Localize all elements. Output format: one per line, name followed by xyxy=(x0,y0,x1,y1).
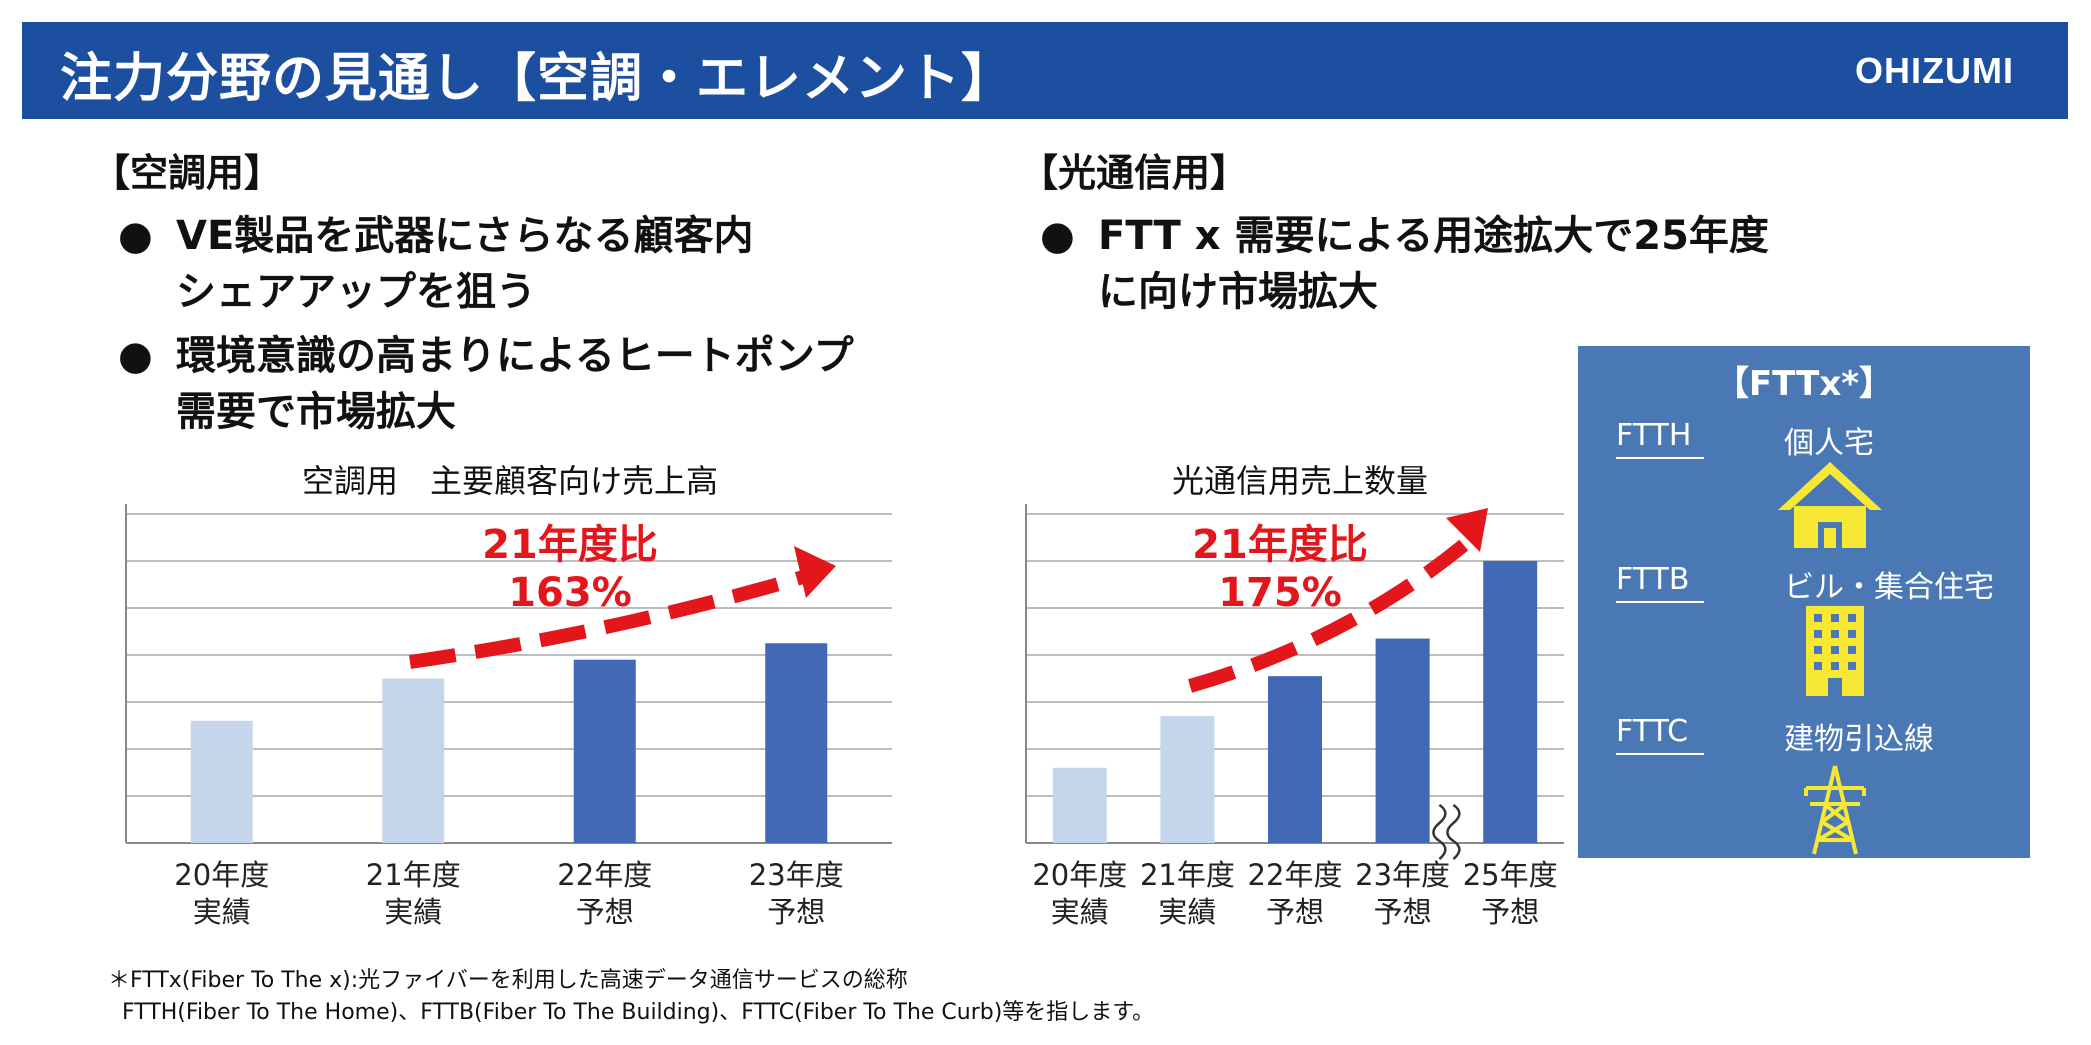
fttx-code-fttb: FTTB xyxy=(1616,562,1704,603)
fttx-panel: 【FTTx*】 FTTH 個人宅 FTTB ビル・集合住宅 FTTC 建物引込線 xyxy=(1578,346,2030,858)
bar xyxy=(1052,767,1107,843)
page-title: 注力分野の見通し【空調・エレメント】 xyxy=(60,49,1015,109)
x-tick-label: 実績 xyxy=(1158,895,1216,929)
x-tick-label: 20年度 xyxy=(174,858,269,892)
x-tick-label: 実績 xyxy=(1051,895,1109,929)
fttx-code-fttc: FTTC xyxy=(1616,714,1704,755)
house-icon xyxy=(1778,462,1882,548)
bullet-line: シェアアップを狙う xyxy=(176,269,536,315)
x-tick-label: 予想 xyxy=(767,895,825,929)
chart1-title: 空調用 主要顧客向け売上高 xyxy=(301,462,718,500)
x-tick-label: 21年度 xyxy=(366,858,461,892)
axis-break-mark xyxy=(1432,803,1461,860)
fttx-desc-fttb: ビル・集合住宅 xyxy=(1784,570,1994,605)
annotation-label: 21年度比 xyxy=(482,522,658,568)
x-tick-label: 21年度 xyxy=(1140,858,1235,892)
bullet-marker: ● xyxy=(118,333,153,379)
x-tick-label: 予想 xyxy=(1266,895,1324,929)
trend-arrow-head xyxy=(794,546,836,598)
bar xyxy=(1375,638,1430,843)
fttx-desc-ftth: 個人宅 xyxy=(1784,426,1874,461)
building-icon xyxy=(1806,606,1864,696)
bar xyxy=(765,643,828,843)
bar xyxy=(1160,716,1215,843)
trend-arrow xyxy=(409,565,823,669)
bullet-line: に向け市場拡大 xyxy=(1098,269,1378,315)
bullet-line: 需要で市場拡大 xyxy=(176,389,456,435)
left-section-heading: 【空調用】 xyxy=(92,151,283,195)
bar xyxy=(1483,561,1538,843)
right-section-heading: 【光通信用】 xyxy=(1020,151,1249,195)
bullet-marker: ● xyxy=(118,213,153,259)
bar xyxy=(573,659,636,843)
footnote-line-2: FTTH(Fiber To The Home)、FTTB(Fiber To Th… xyxy=(122,1000,1155,1025)
annotation-label: 21年度比 xyxy=(1192,522,1368,568)
x-tick-label: 実績 xyxy=(384,895,442,929)
annotation-value: 163% xyxy=(508,570,632,616)
bar xyxy=(382,678,445,843)
x-tick-label: 23年度 xyxy=(1355,858,1450,892)
fttx-code-ftth: FTTH xyxy=(1616,418,1704,459)
x-tick-label: 23年度 xyxy=(749,858,844,892)
header-bar: 注力分野の見通し【空調・エレメント】 OHIZUMI xyxy=(22,22,2068,119)
x-tick-label: 25年度 xyxy=(1463,858,1558,892)
trend-arrow xyxy=(1188,534,1475,693)
x-tick-label: 20年度 xyxy=(1032,858,1127,892)
bullet-line: 環境意識の高まりによるヒートポンプ xyxy=(176,333,854,379)
annotation-value: 175% xyxy=(1218,570,1342,616)
fttx-title: 【FTTx*】 xyxy=(1714,364,1894,404)
fttx-desc-fttc: 建物引込線 xyxy=(1784,722,1934,757)
x-tick-label: 予想 xyxy=(1374,895,1432,929)
x-tick-label: 22年度 xyxy=(557,858,652,892)
bullet-line: FTT x 需要による用途拡大で25年度 xyxy=(1098,213,1769,259)
power-tower-icon xyxy=(1804,765,1866,855)
company-logo: OHIZUMI xyxy=(1855,50,2014,91)
bar xyxy=(190,720,253,843)
bullet-marker: ● xyxy=(1040,213,1075,259)
bar xyxy=(1268,676,1322,843)
footnote-line-1: ＊FTTx(Fiber To The x):光ファイバーを利用した高速データ通信… xyxy=(108,968,908,993)
bullet-line: VE製品を武器にさらなる顧客内 xyxy=(176,213,754,259)
x-tick-label: 予想 xyxy=(576,895,634,929)
x-tick-label: 予想 xyxy=(1481,895,1539,929)
chart2-title: 光通信用売上数量 xyxy=(1171,462,1428,500)
x-tick-label: 22年度 xyxy=(1248,858,1343,892)
x-tick-label: 実績 xyxy=(193,895,251,929)
trend-arrow-head xyxy=(1446,508,1488,552)
